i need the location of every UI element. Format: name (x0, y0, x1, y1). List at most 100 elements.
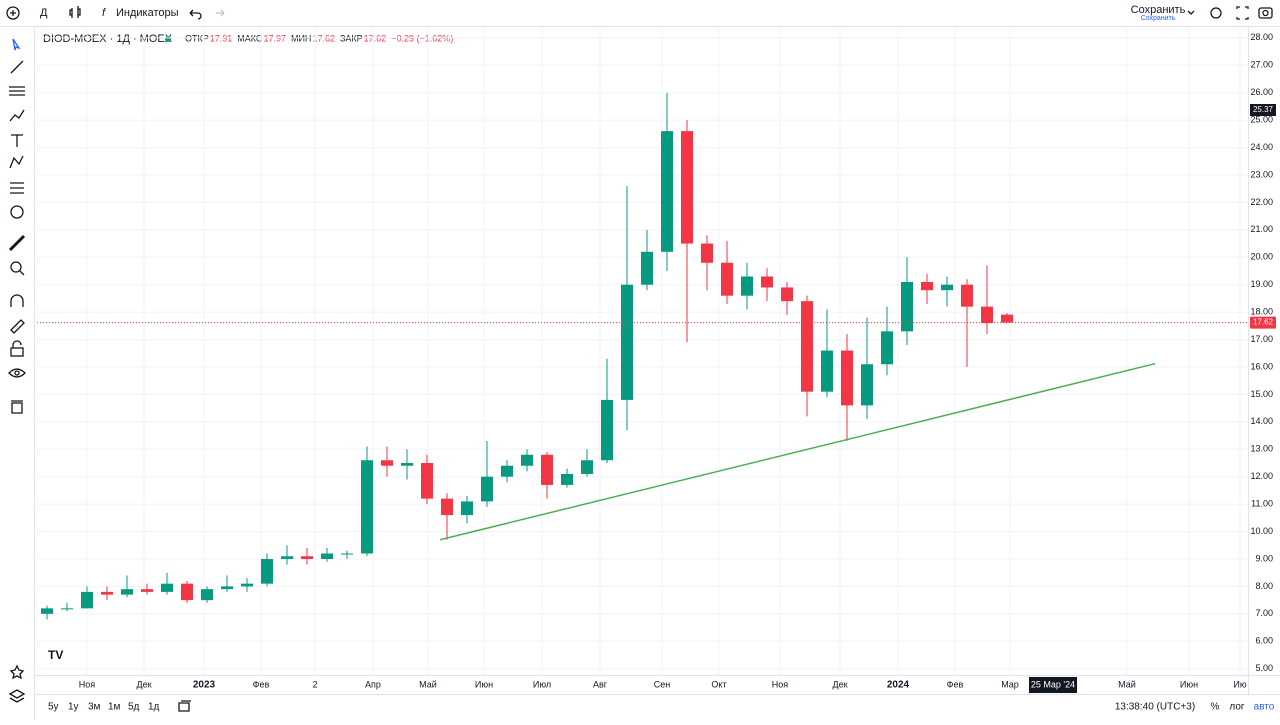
chart-type[interactable] (69, 6, 81, 18)
candle-body (761, 276, 773, 288)
x-tick-label: 2023 (193, 680, 216, 691)
y-tick-label: 14.00 (1250, 416, 1273, 426)
redo[interactable] (216, 9, 225, 17)
prediction-tool[interactable] (10, 182, 24, 194)
y-tick-label: 17.00 (1250, 334, 1273, 344)
candle-body (61, 608, 73, 610)
y-tick-label: 23.00 (1250, 169, 1273, 179)
candle-body (341, 553, 353, 555)
y-tick-label: 20.00 (1250, 252, 1273, 262)
candle-body (921, 281, 933, 291)
trend-line-tool[interactable] (10, 60, 24, 74)
magnet-tool[interactable] (10, 294, 24, 307)
draw-mode[interactable] (10, 319, 25, 334)
candle-body (281, 556, 293, 559)
visibility-tool[interactable] (8, 368, 26, 378)
x-tick-label: Май (419, 679, 437, 689)
crosshair-price-badge (1250, 104, 1276, 117)
candle-body (1001, 314, 1013, 323)
legend-label: МАКС (237, 33, 263, 43)
candle-body (421, 462, 433, 499)
candle-body (321, 553, 333, 559)
y-tick-label: 16.00 (1250, 361, 1273, 371)
lock-tool[interactable] (10, 340, 24, 357)
cursor-tool[interactable] (12, 38, 21, 51)
save-button[interactable]: Сохранить (1131, 4, 1186, 16)
candle-body (41, 608, 53, 614)
favorites[interactable] (9, 664, 25, 680)
last-price-badge (1250, 316, 1276, 329)
range-button[interactable]: 1y (68, 702, 79, 713)
tv-logo: TV (48, 648, 63, 662)
x-tick-label: Июн (475, 679, 493, 689)
x-tick-label: Фев (947, 679, 964, 689)
crosshair-date-label: 25 Мар '24 (1031, 679, 1075, 689)
fx-icon: f (102, 7, 106, 19)
x-tick-label: Ию (1233, 679, 1246, 689)
plot: 5.00 6.00 7.00 8.00 9.00 10.00 11.00 12.00 13.00… (37, 28, 1276, 693)
candle-body (101, 591, 113, 595)
fib-tool[interactable] (9, 86, 25, 96)
y-tick-label: 24.00 (1250, 142, 1273, 152)
add-symbol[interactable] (6, 6, 20, 20)
settings[interactable] (1210, 7, 1222, 19)
candle-body (841, 350, 853, 406)
candle-body (621, 284, 633, 400)
legend-label: ОТКР (185, 33, 209, 43)
legend-label: ЗАКР (340, 33, 363, 43)
candle-body (301, 556, 313, 559)
text-tool[interactable] (11, 134, 23, 147)
screenshot[interactable] (1258, 7, 1273, 19)
pattern-tool[interactable] (9, 155, 24, 169)
candle-body (201, 589, 213, 601)
trend-line[interactable] (439, 362, 1156, 541)
emoji-tool[interactable] (10, 205, 24, 219)
fullscreen[interactable] (1236, 6, 1249, 20)
legend-value: 17.91 (210, 33, 233, 43)
candle-body (701, 243, 713, 263)
range-button[interactable]: 1д (148, 702, 160, 713)
candle-body (861, 364, 873, 406)
candle-body (221, 586, 233, 590)
y-tick-label: 18.00 (1250, 307, 1273, 317)
candle-body (241, 583, 253, 587)
y-tick-label: 8.00 (1255, 581, 1273, 591)
y-tick-label: 11.00 (1251, 499, 1273, 509)
market-status (165, 36, 171, 42)
candle-body (561, 473, 573, 485)
range-button[interactable]: 5д (128, 702, 140, 713)
candle-body (141, 589, 153, 592)
range-button[interactable]: 1м (108, 702, 121, 713)
y-tick-label: 27.00 (1250, 60, 1273, 70)
zoom-tool[interactable] (10, 261, 25, 276)
x-tick-label: Дек (832, 679, 847, 689)
candle-body (641, 251, 653, 285)
candle-body (901, 281, 913, 332)
candle-body (441, 498, 453, 516)
brush-tool[interactable] (9, 109, 25, 122)
delete-tool[interactable] (11, 400, 23, 414)
y-tick-label: 13.00 (1250, 444, 1273, 454)
candle-body (741, 276, 753, 296)
log-toggle[interactable]: лог (1229, 702, 1245, 713)
x-tick-label: Ноя (772, 679, 789, 689)
x-tick-label: Май (1118, 679, 1136, 689)
ruler-tool[interactable] (8, 234, 26, 252)
range-button[interactable]: 5y (48, 702, 59, 713)
auto-toggle[interactable]: авто (1254, 702, 1275, 713)
layers[interactable] (8, 689, 26, 703)
undo[interactable] (189, 9, 202, 20)
x-tick-label: 2024 (887, 680, 910, 691)
y-tick-label: 22.00 (1250, 197, 1273, 207)
x-tick-label: Фев (253, 679, 270, 689)
y-tick-label: 6.00 (1255, 636, 1273, 646)
range-button[interactable]: 3м (88, 702, 101, 713)
indicators-button[interactable]: Индикаторы (116, 7, 179, 19)
percent-toggle[interactable]: % (1211, 702, 1220, 713)
interval-button[interactable]: Д (40, 7, 48, 19)
candle-body (181, 583, 193, 601)
range-bar: 5y 1y 3м 1м 5д 1д (48, 702, 160, 713)
save-menu[interactable] (1187, 10, 1195, 15)
date-range[interactable] (178, 700, 191, 712)
candle-body (501, 465, 513, 477)
